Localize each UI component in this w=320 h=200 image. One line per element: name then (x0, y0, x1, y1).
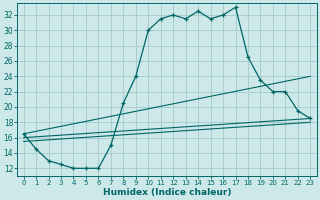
X-axis label: Humidex (Indice chaleur): Humidex (Indice chaleur) (103, 188, 231, 197)
